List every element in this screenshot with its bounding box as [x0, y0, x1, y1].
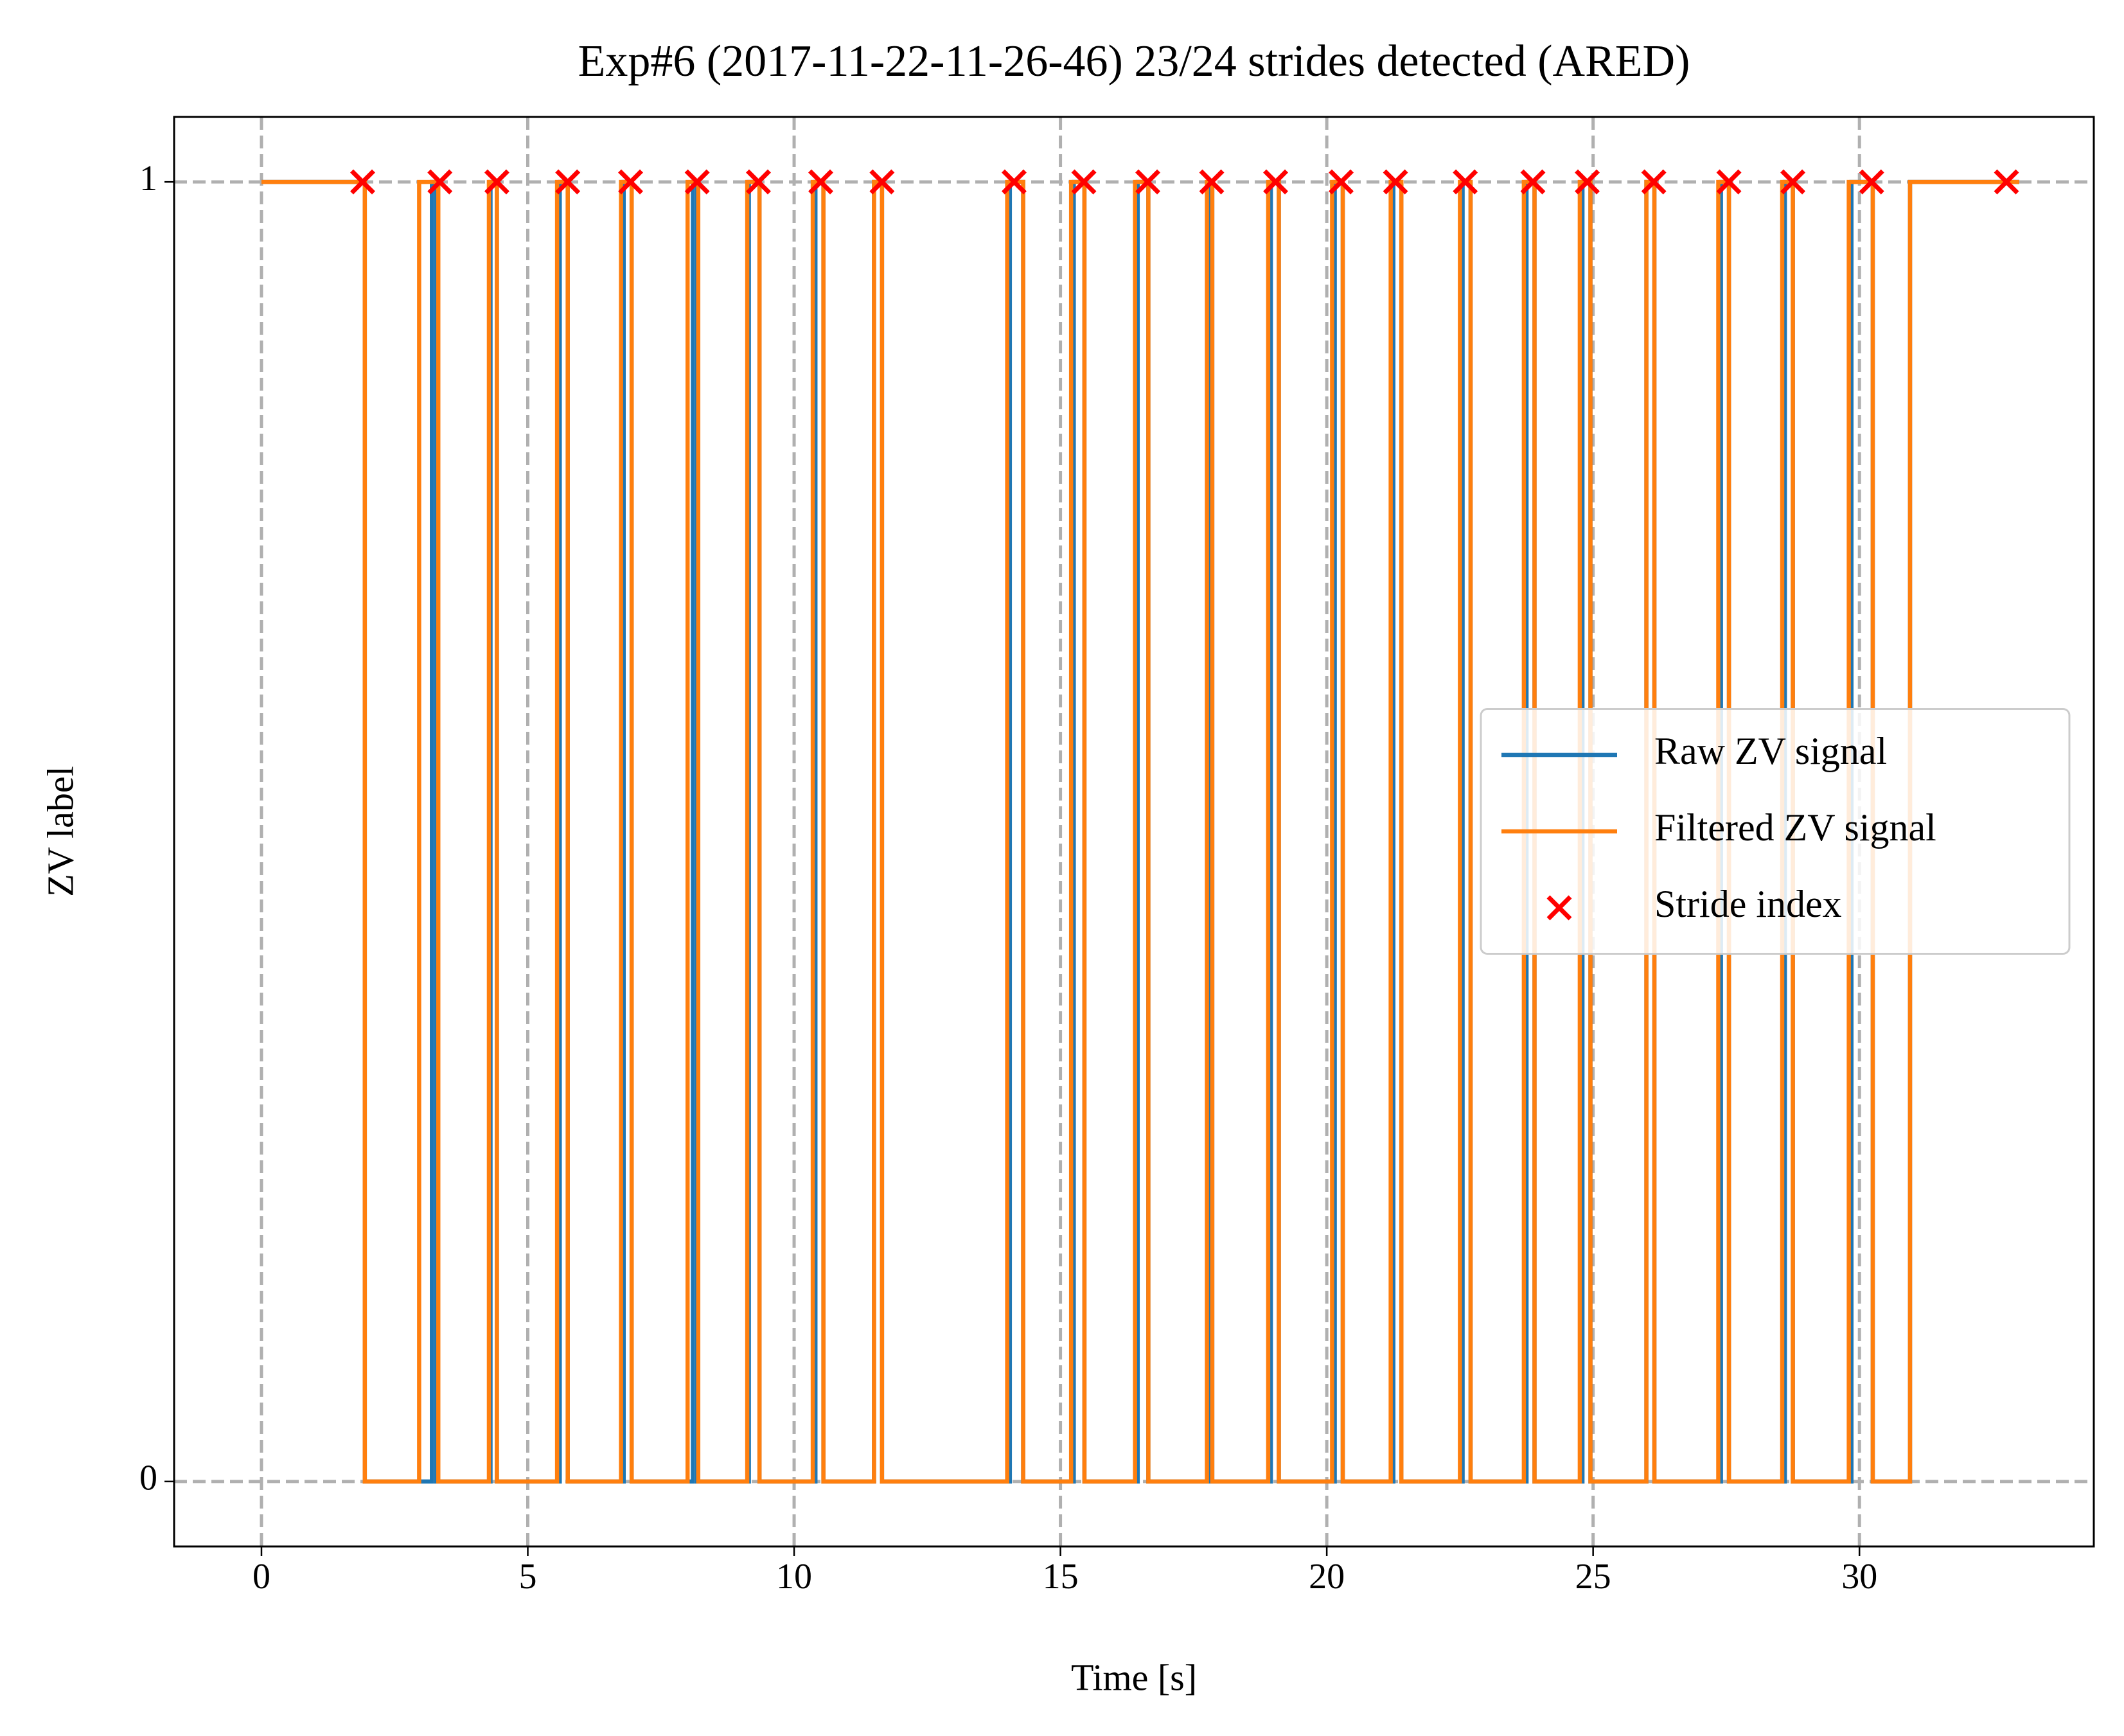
stride-marker	[1575, 169, 1600, 195]
stride-marker	[869, 169, 895, 195]
legend-box	[1480, 708, 2071, 955]
x-tick-label: 30	[1841, 1557, 1877, 1597]
stride-marker	[555, 169, 581, 195]
stride-marker	[1520, 169, 1546, 195]
y-tick-label: 1	[139, 159, 157, 199]
x-tick-label: 5	[519, 1557, 537, 1597]
stride-marker	[427, 169, 453, 195]
stride-marker	[1199, 169, 1225, 195]
chart-title: Exp#6 (2017-11-22-11-26-46) 23/24 stride…	[578, 37, 1690, 86]
legend-marker	[1546, 895, 1572, 921]
y-tick-label: 0	[139, 1458, 157, 1498]
stride-marker	[1994, 169, 2019, 195]
stride-marker	[1329, 169, 1354, 195]
stride-marker	[808, 169, 833, 195]
x-tick-label: 25	[1575, 1557, 1611, 1597]
stride-marker	[1641, 169, 1667, 195]
x-axis-label: Time [s]	[1071, 1656, 1197, 1698]
stride-marker	[350, 169, 375, 195]
stride-marker	[1780, 169, 1806, 195]
stride-marker	[1263, 169, 1289, 195]
legend-label: Stride index	[1654, 883, 1842, 925]
stride-marker	[1383, 169, 1408, 195]
stride-marker	[684, 169, 710, 195]
x-tick-label: 15	[1043, 1557, 1079, 1597]
stride-marker	[1071, 169, 1097, 195]
stride-marker	[618, 169, 643, 195]
stride-marker	[1001, 169, 1027, 195]
stride-marker	[484, 169, 509, 195]
x-tick-label: 0	[252, 1557, 270, 1597]
legend-label: Filtered ZV signal	[1654, 806, 1936, 849]
stride-marker	[746, 169, 771, 195]
stride-marker	[1716, 169, 1742, 195]
y-axis-label: ZV label	[39, 766, 81, 896]
legend-label: Raw ZV signal	[1654, 730, 1887, 772]
x-tick-label: 20	[1309, 1557, 1345, 1597]
axes-frame	[173, 116, 2095, 1548]
stride-marker	[1135, 169, 1161, 195]
stride-marker	[1859, 169, 1884, 195]
stride-marker	[1453, 169, 1478, 195]
x-tick-label: 10	[776, 1557, 812, 1597]
